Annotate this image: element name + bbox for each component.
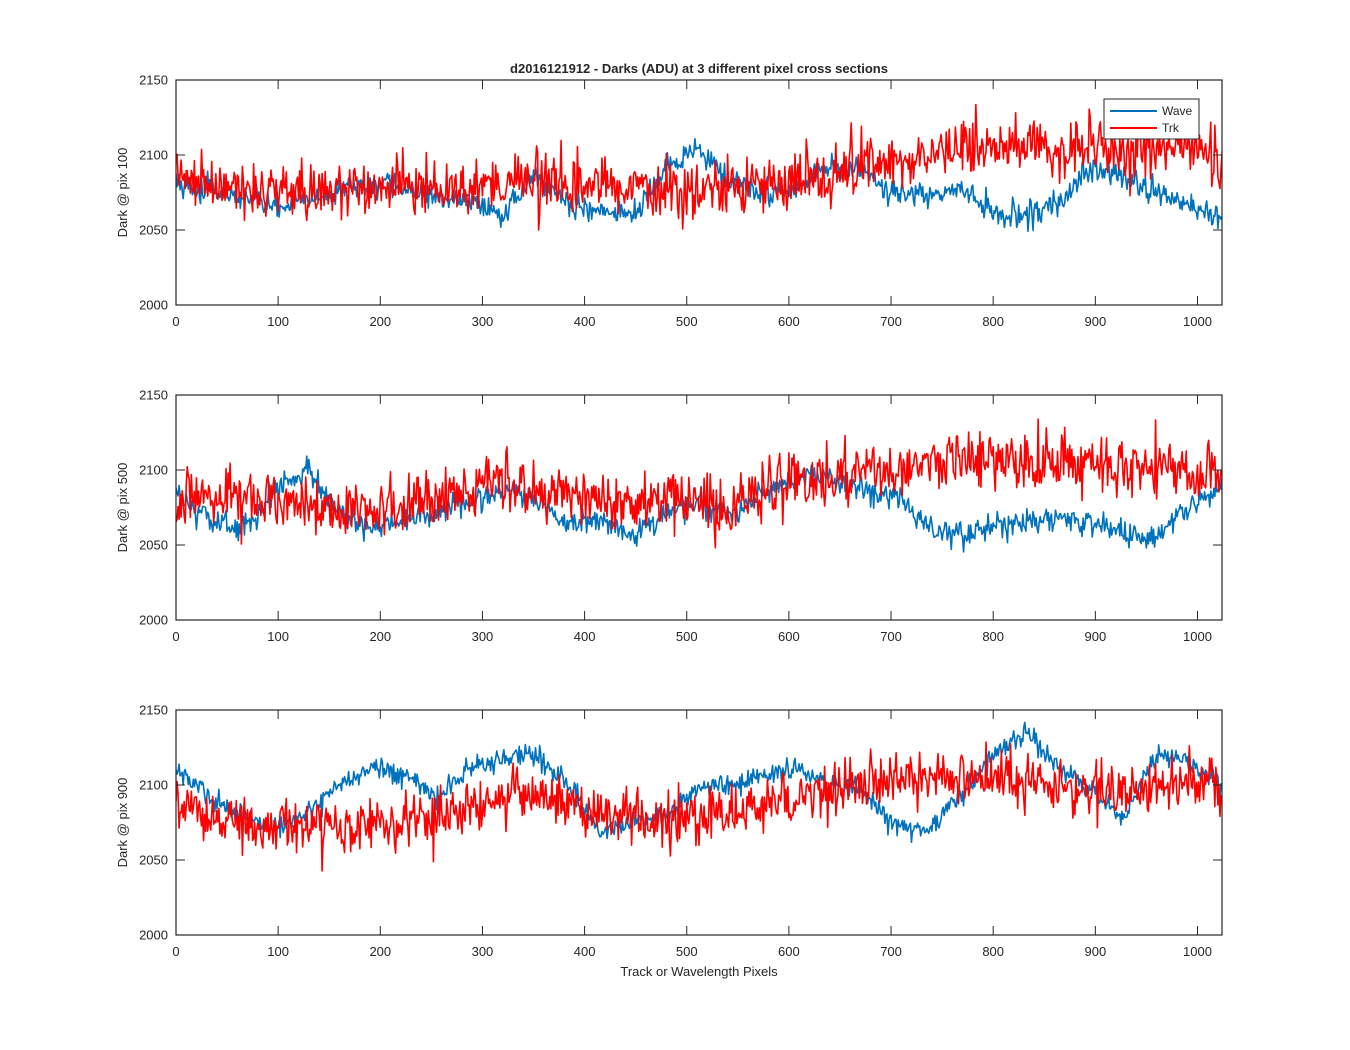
y-tick-label: 2150 — [139, 703, 168, 718]
axes-box — [175, 394, 1223, 621]
x-tick-label: 900 — [1084, 944, 1106, 959]
y-tick-label: 2100 — [139, 463, 168, 478]
x-tick-label: 600 — [778, 314, 800, 329]
y-tick-label: 2150 — [139, 388, 168, 403]
x-tick-label: 500 — [676, 629, 698, 644]
y-tick-label: 2100 — [139, 148, 168, 163]
x-tick-label: 300 — [472, 944, 494, 959]
series-line-wave — [176, 721, 1222, 844]
x-tick-label: 0 — [172, 314, 179, 329]
series-line-trk — [176, 418, 1222, 549]
x-tick-label: 800 — [982, 944, 1004, 959]
x-tick-label: 600 — [778, 629, 800, 644]
y-tick-label: 2100 — [139, 778, 168, 793]
x-tick-label: 100 — [267, 314, 289, 329]
x-tick-label: 200 — [369, 314, 391, 329]
y-tick-label: 2000 — [139, 928, 168, 943]
legend-label-trk: Trk — [1162, 121, 1180, 135]
x-tick-label: 400 — [574, 314, 596, 329]
x-tick-label: 200 — [369, 629, 391, 644]
x-tick-label: 300 — [472, 629, 494, 644]
x-tick-label: 100 — [267, 944, 289, 959]
series-line-trk — [176, 103, 1222, 231]
x-tick-label: 0 — [172, 944, 179, 959]
plot-area — [176, 80, 1222, 305]
x-tick-label: 700 — [880, 314, 902, 329]
series-line-trk — [176, 741, 1222, 872]
x-tick-label: 800 — [982, 629, 1004, 644]
x-tick-label: 400 — [574, 944, 596, 959]
axes-box — [175, 709, 1223, 936]
y-axis-label: Dark @ pix 900 — [115, 778, 130, 868]
legend-label-wave: Wave — [1162, 104, 1193, 118]
x-tick-label: 400 — [574, 629, 596, 644]
x-tick-label: 300 — [472, 314, 494, 329]
x-tick-label: 1000 — [1183, 944, 1212, 959]
x-tick-label: 100 — [267, 629, 289, 644]
series-line-wave — [176, 455, 1222, 553]
x-tick-label: 500 — [676, 314, 698, 329]
x-tick-label: 600 — [778, 944, 800, 959]
y-tick-label: 2000 — [139, 613, 168, 628]
subplot-pix-500: 0 100 200 300 400 500 600 700 800 900 1000 2000 2050… — [115, 388, 1223, 644]
legend: Wave Trk — [1103, 98, 1200, 140]
y-tick-label: 2150 — [139, 73, 168, 88]
figure-title: d2016121912 - Darks (ADU) at 3 different… — [510, 61, 888, 76]
x-tick-label: 900 — [1084, 629, 1106, 644]
x-tick-label: 800 — [982, 314, 1004, 329]
y-tick-label: 2050 — [139, 538, 168, 553]
axes-box — [175, 79, 1223, 306]
x-tick-label: 200 — [369, 944, 391, 959]
y-tick-label: 2050 — [139, 223, 168, 238]
legend-box — [1103, 98, 1200, 140]
x-tick-label: 700 — [880, 629, 902, 644]
x-tick-label: 900 — [1084, 314, 1106, 329]
subplot-pix-100: 0 100 200 300 400 500 600 700 800 900 1000 2000 2050… — [115, 73, 1223, 329]
x-tick-label: 1000 — [1183, 314, 1212, 329]
x-axis-label: Track or Wavelength Pixels — [620, 964, 778, 979]
x-tick-label: 0 — [172, 629, 179, 644]
x-tick-label: 700 — [880, 944, 902, 959]
y-tick-label: 2050 — [139, 853, 168, 868]
x-tick-label: 500 — [676, 944, 698, 959]
y-tick-label: 2000 — [139, 298, 168, 313]
subplot-pix-900: 0 100 200 300 400 500 600 700 800 900 1000 2000 2050… — [115, 703, 1223, 959]
y-axis-label: Dark @ pix 100 — [115, 148, 130, 238]
y-axis-label: Dark @ pix 500 — [115, 463, 130, 553]
x-tick-label: 1000 — [1183, 629, 1212, 644]
